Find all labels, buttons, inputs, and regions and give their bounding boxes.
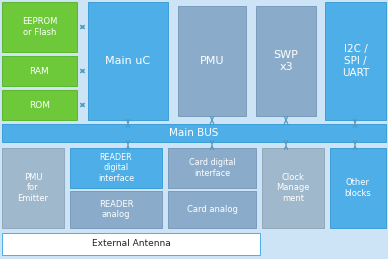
FancyBboxPatch shape: [70, 191, 162, 228]
Text: EEPROM
or Flash: EEPROM or Flash: [22, 17, 57, 37]
Text: Other
blocks: Other blocks: [345, 178, 371, 198]
Text: ROM: ROM: [29, 100, 50, 110]
Text: I2C /
SPI /
UART: I2C / SPI / UART: [342, 44, 369, 78]
FancyBboxPatch shape: [2, 233, 260, 255]
FancyBboxPatch shape: [168, 191, 256, 228]
Text: External Antenna: External Antenna: [92, 240, 170, 248]
Text: Card digital
interface: Card digital interface: [189, 158, 235, 178]
Text: READER
analog: READER analog: [99, 200, 133, 219]
FancyBboxPatch shape: [330, 148, 386, 228]
Text: PMU: PMU: [200, 56, 224, 66]
FancyBboxPatch shape: [2, 56, 77, 86]
Text: PMU
for
Emitter: PMU for Emitter: [17, 173, 48, 203]
FancyBboxPatch shape: [2, 2, 77, 52]
FancyBboxPatch shape: [2, 90, 77, 120]
Text: Main BUS: Main BUS: [169, 128, 219, 138]
Text: Main uC: Main uC: [106, 56, 151, 66]
Text: READER
digital
interface: READER digital interface: [98, 153, 134, 183]
FancyBboxPatch shape: [88, 2, 168, 120]
Text: Clock
Manage
ment: Clock Manage ment: [276, 173, 310, 203]
FancyBboxPatch shape: [178, 6, 246, 116]
FancyBboxPatch shape: [70, 148, 162, 188]
FancyBboxPatch shape: [2, 124, 386, 142]
Text: SWP
x3: SWP x3: [274, 50, 298, 72]
FancyBboxPatch shape: [325, 2, 386, 120]
FancyBboxPatch shape: [256, 6, 316, 116]
FancyBboxPatch shape: [262, 148, 324, 228]
FancyBboxPatch shape: [168, 148, 256, 188]
Text: Card analog: Card analog: [187, 205, 237, 214]
FancyBboxPatch shape: [2, 148, 64, 228]
Text: RAM: RAM: [29, 67, 49, 76]
